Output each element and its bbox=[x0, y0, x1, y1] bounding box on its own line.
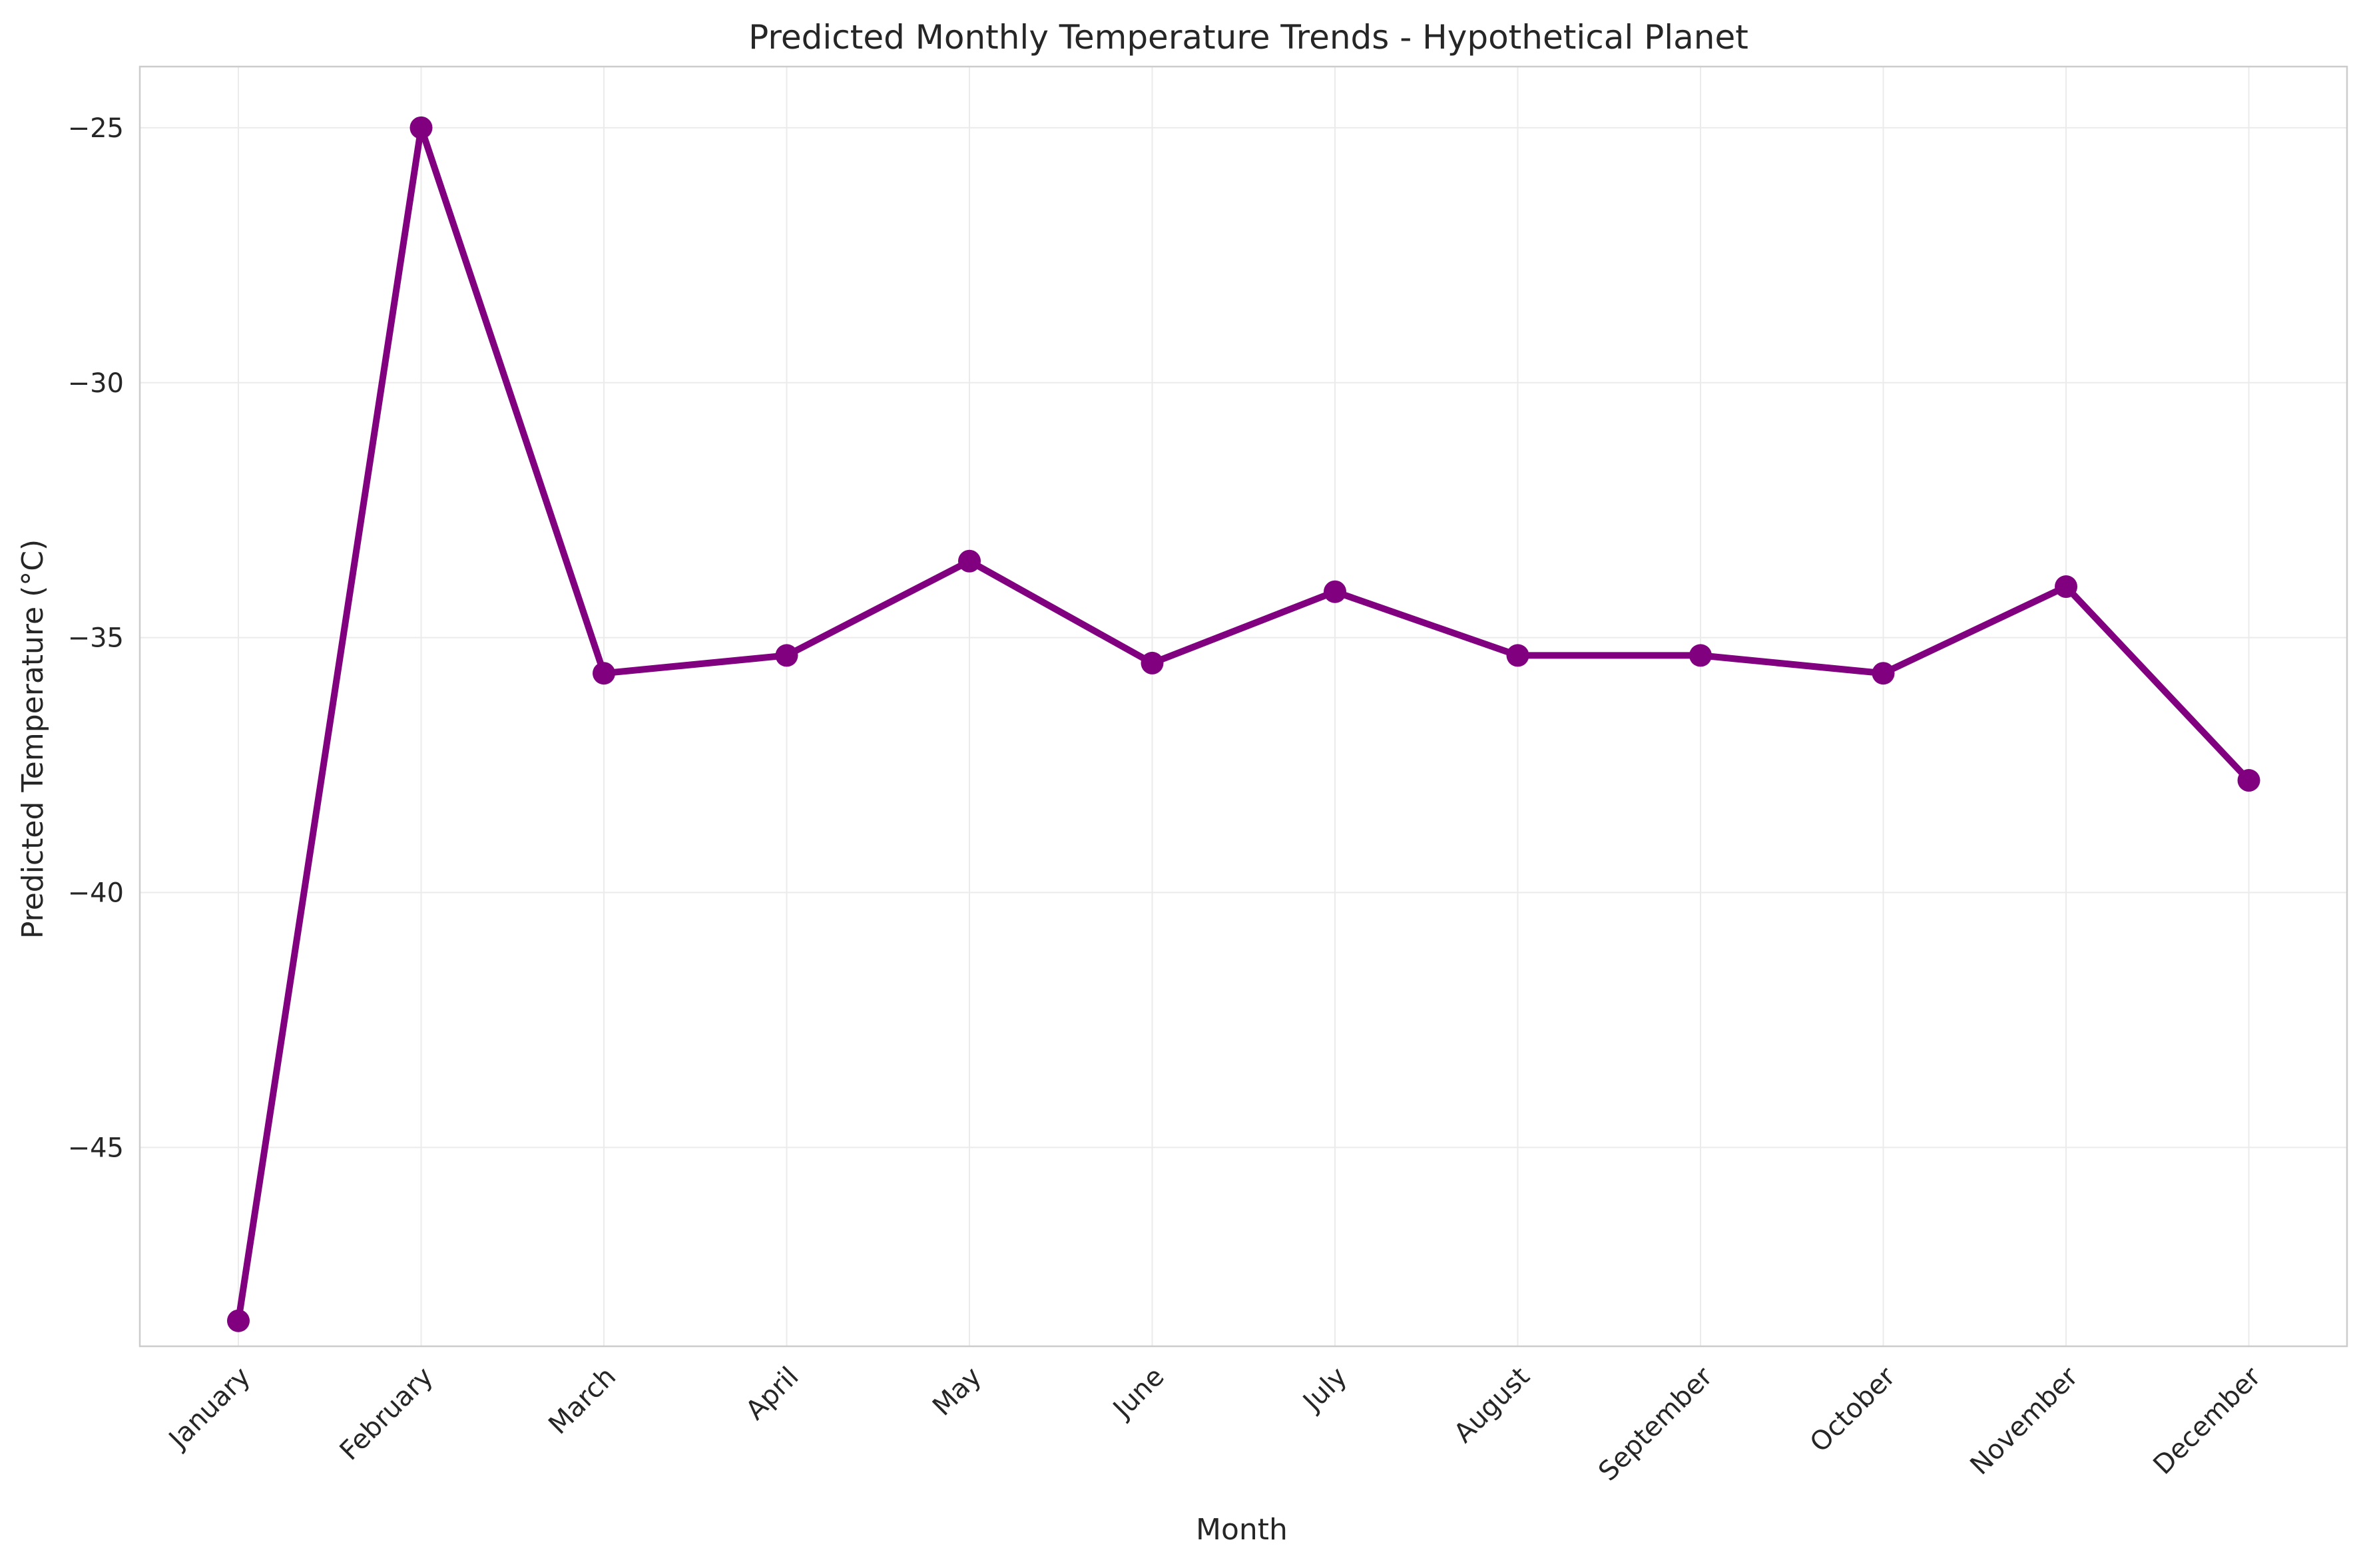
chart-title: Predicted Monthly Temperature Trends - H… bbox=[748, 18, 1748, 57]
data-point bbox=[2055, 575, 2077, 599]
y-axis-label: Predicted Temperature (°C) bbox=[16, 539, 50, 939]
data-point bbox=[227, 1309, 250, 1332]
plot-area-frame bbox=[138, 65, 2348, 1348]
series-line bbox=[235, 124, 2252, 1324]
y-tick-label: −30 bbox=[68, 368, 124, 399]
data-point bbox=[1689, 644, 1712, 667]
data-point bbox=[775, 644, 798, 667]
series-layer bbox=[227, 116, 2260, 1332]
y-tick-label: −45 bbox=[68, 1133, 124, 1163]
data-point bbox=[593, 662, 615, 685]
data-point bbox=[958, 549, 981, 573]
data-point bbox=[1506, 644, 1529, 667]
y-tick-label: −35 bbox=[68, 623, 124, 654]
y-tick-labels: −45 −40 −35 −30 −25 bbox=[68, 113, 124, 1163]
grid-lines bbox=[140, 67, 2347, 1346]
x-axis-label: Month bbox=[1196, 1513, 1288, 1547]
data-point bbox=[1141, 651, 1164, 674]
data-point bbox=[1324, 580, 1346, 603]
data-point bbox=[409, 116, 433, 139]
data-point bbox=[2237, 769, 2260, 792]
y-tick-label: −25 bbox=[68, 113, 124, 144]
data-point bbox=[1872, 662, 1895, 685]
y-tick-label: −40 bbox=[68, 878, 124, 908]
